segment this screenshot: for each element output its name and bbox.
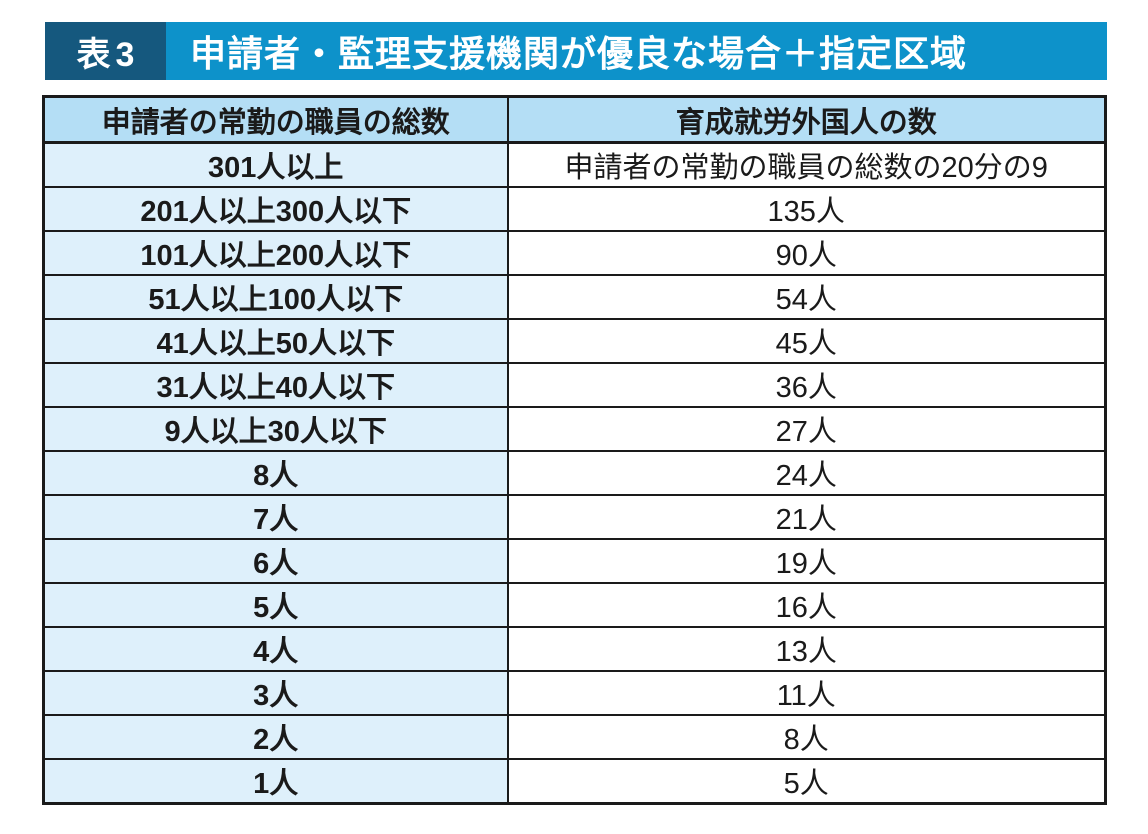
table-row: 2人 8人: [42, 714, 1107, 760]
staff-total-cell: 101人以上200人以下: [42, 230, 509, 276]
header-row: 申請者の常勤の職員の総数 育成就労外国人の数: [42, 95, 1107, 144]
table-row: 41人以上50人以下 45人: [42, 318, 1107, 364]
worker-count-cell: 135人: [506, 186, 1107, 232]
table-row: 51人以上100人以下 54人: [42, 274, 1107, 320]
staff-total-cell: 301人以上: [42, 141, 509, 188]
table-number-badge: 表3: [45, 22, 166, 80]
staff-total-cell: 31人以上40人以下: [42, 362, 509, 408]
table-row: 301人以上 申請者の常勤の職員の総数の20分の9: [42, 141, 1107, 188]
worker-count-cell: 16人: [506, 582, 1107, 628]
table-title: 申請者・監理支援機関が優良な場合＋指定区域: [190, 33, 968, 74]
staff-total-cell: 41人以上50人以下: [42, 318, 509, 364]
table-row: 3人 11人: [42, 670, 1107, 716]
staff-total-cell: 201人以上300人以下: [42, 186, 509, 232]
column-header-foreign-workers: 育成就労外国人の数: [506, 95, 1107, 144]
worker-count-cell: 90人: [506, 230, 1107, 276]
staff-total-cell: 8人: [42, 450, 509, 496]
table-row: 6人 19人: [42, 538, 1107, 584]
staff-total-cell: 6人: [42, 538, 509, 584]
worker-count-cell: 24人: [506, 450, 1107, 496]
worker-count-cell: 54人: [506, 274, 1107, 320]
table-row: 5人 16人: [42, 582, 1107, 628]
staff-total-cell: 4人: [42, 626, 509, 672]
worker-count-cell: 27人: [506, 406, 1107, 452]
worker-count-cell: 5人: [506, 758, 1107, 805]
table-row: 8人 24人: [42, 450, 1107, 496]
staff-total-cell: 3人: [42, 670, 509, 716]
worker-count-cell: 13人: [506, 626, 1107, 672]
staff-total-cell: 5人: [42, 582, 509, 628]
staff-total-cell: 7人: [42, 494, 509, 540]
worker-count-cell: 11人: [506, 670, 1107, 716]
staff-total-cell: 1人: [42, 758, 509, 805]
staff-total-cell: 2人: [42, 714, 509, 760]
worker-count-cell: 8人: [506, 714, 1107, 760]
table-row: 101人以上200人以下 90人: [42, 230, 1107, 276]
worker-count-cell: 申請者の常勤の職員の総数の20分の9: [506, 141, 1107, 188]
worker-count-cell: 45人: [506, 318, 1107, 364]
staff-quota-table: 申請者の常勤の職員の総数 育成就労外国人の数 301人以上 申請者の常勤の職員の総…: [42, 95, 1107, 805]
table-row: 9人以上30人以下 27人: [42, 406, 1107, 452]
table-row: 7人 21人: [42, 494, 1107, 540]
worker-count-cell: 19人: [506, 538, 1107, 584]
staff-total-cell: 51人以上100人以下: [42, 274, 509, 320]
table-row: 31人以上40人以下 36人: [42, 362, 1107, 408]
column-header-staff-total: 申請者の常勤の職員の総数: [42, 95, 509, 144]
table-title-bar: 表3 申請者・監理支援機関が優良な場合＋指定区域: [45, 22, 1107, 80]
table-row: 4人 13人: [42, 626, 1107, 672]
staff-total-cell: 9人以上30人以下: [42, 406, 509, 452]
table-row: 1人 5人: [42, 758, 1107, 805]
worker-count-cell: 21人: [506, 494, 1107, 540]
table-row: 201人以上300人以下 135人: [42, 186, 1107, 232]
worker-count-cell: 36人: [506, 362, 1107, 408]
